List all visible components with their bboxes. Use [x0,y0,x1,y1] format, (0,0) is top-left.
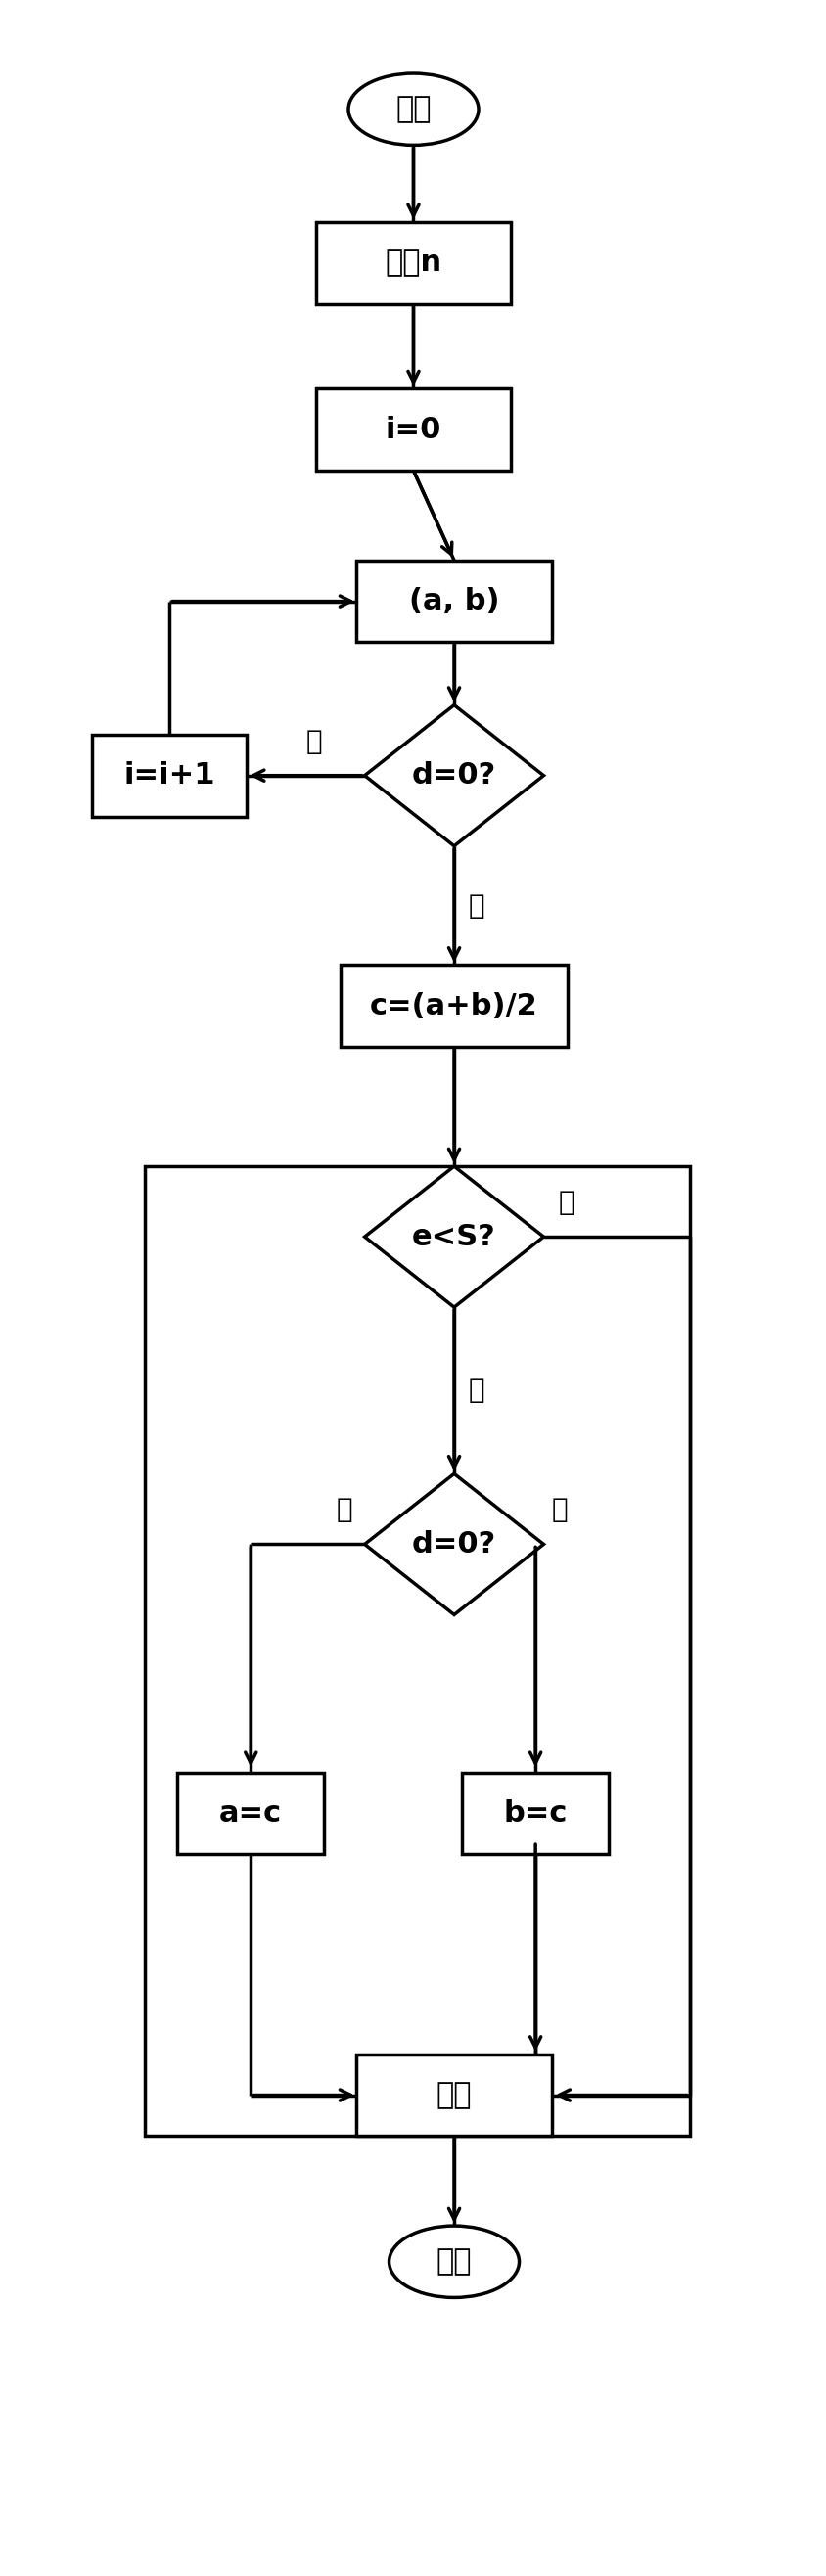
Text: 结束: 结束 [436,2246,472,2277]
Text: i=0: i=0 [385,415,441,443]
Polygon shape [364,1473,543,1615]
Text: 是: 是 [336,1497,352,1525]
Text: 开始: 开始 [395,95,431,124]
Bar [462,1772,608,1855]
Text: c=(a+b)/2: c=(a+b)/2 [370,992,538,1020]
Polygon shape [364,1167,543,1306]
Bar [145,1167,689,2136]
Text: a=c: a=c [219,1798,282,1826]
Text: 是: 是 [558,1190,574,1216]
Text: d=0?: d=0? [411,1530,496,1558]
Polygon shape [364,706,543,845]
Ellipse shape [388,2226,519,2298]
Text: 是: 是 [306,726,321,755]
Bar [178,1772,324,1855]
Bar [92,734,246,817]
Text: d=0?: d=0? [411,762,496,791]
Text: 步数n: 步数n [385,250,441,278]
Text: (a, b): (a, b) [408,587,499,616]
Text: e<S?: e<S? [411,1224,496,1252]
Bar [356,559,551,641]
Text: 存储: 存储 [436,2081,472,2110]
Text: b=c: b=c [503,1798,567,1826]
Bar [316,389,510,471]
Text: i=i+1: i=i+1 [124,762,215,791]
Bar [316,222,510,304]
Bar [339,966,567,1046]
Bar [356,2053,551,2136]
Ellipse shape [348,75,478,144]
Text: 否: 否 [468,891,485,920]
Text: 否: 否 [551,1497,567,1525]
Text: 否: 否 [468,1376,485,1404]
